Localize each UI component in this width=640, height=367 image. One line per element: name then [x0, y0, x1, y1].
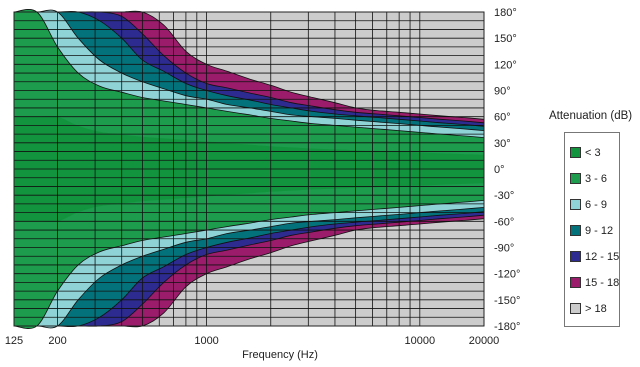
legend-swatch	[570, 199, 581, 210]
legend-item: 9 - 12	[570, 218, 619, 243]
y-tick-label: 90°	[494, 86, 511, 98]
x-tick-label: 125	[5, 335, 23, 347]
y-tick-labels: 180° 150° 120° 90° 60° 30° 0° -30° -60° -90° -120°…	[494, 7, 520, 333]
legend-item: 6 - 9	[570, 192, 619, 217]
y-tick-label: 180°	[494, 7, 517, 19]
legend-label: > 18	[585, 302, 607, 315]
y-tick-label: 0°	[494, 164, 505, 176]
y-tick-label: -150°	[494, 295, 520, 307]
legend-label: 12 - 15	[585, 250, 620, 263]
legend-swatch	[570, 147, 581, 158]
x-tick-label: 200	[48, 335, 66, 347]
y-tick-label: -30°	[494, 190, 514, 202]
plot-frame	[13, 11, 485, 327]
legend: Attenuation (dB) < 3 3 - 6 6 - 9 9 - 12 …	[541, 110, 640, 327]
y-tick-label: 150°	[494, 33, 517, 45]
legend-item: 3 - 6	[570, 166, 619, 191]
contour-band-core	[14, 169, 484, 223]
legend-label: 15 - 18	[585, 276, 620, 289]
x-tick-label: 1000	[194, 335, 218, 347]
legend-item: 12 - 15	[570, 244, 619, 269]
y-tick-label: -90°	[494, 243, 514, 255]
legend-swatch	[570, 277, 581, 288]
y-tick-label: -180°	[494, 321, 520, 333]
y-tick-label: 30°	[494, 138, 511, 150]
legend-label: 6 - 9	[585, 198, 608, 211]
y-tick-label: 120°	[494, 59, 517, 71]
legend-label: 9 - 12	[585, 224, 614, 237]
x-tick-label: 10000	[405, 335, 436, 347]
legend-box: < 3 3 - 6 6 - 9 9 - 12 12 - 15 15 - 18 >…	[564, 132, 620, 327]
legend-title: Attenuation (dB)	[549, 110, 633, 122]
legend-swatch	[570, 303, 581, 314]
attenuation-contour-chart: 180° 150° 120° 90° 60° 30° 0° -30° -60° -90° -120°…	[5, 7, 521, 361]
legend-swatch	[570, 173, 581, 184]
y-tick-label: 60°	[494, 112, 511, 124]
y-tick-label: -60°	[494, 216, 514, 228]
x-tick-labels: 125 200 1000 10000 20000	[5, 335, 499, 347]
legend-swatch	[570, 251, 581, 262]
legend-item: > 18	[570, 296, 619, 321]
y-tick-label: -120°	[494, 269, 520, 281]
legend-swatch	[570, 225, 581, 236]
legend-item: 15 - 18	[570, 270, 619, 295]
legend-label: < 3	[585, 146, 601, 159]
x-axis-title: Frequency (Hz)	[242, 349, 318, 361]
contour-band-core	[14, 115, 484, 169]
legend-label: 3 - 6	[585, 172, 608, 185]
x-tick-label: 20000	[469, 335, 500, 347]
legend-item: < 3	[570, 140, 619, 165]
